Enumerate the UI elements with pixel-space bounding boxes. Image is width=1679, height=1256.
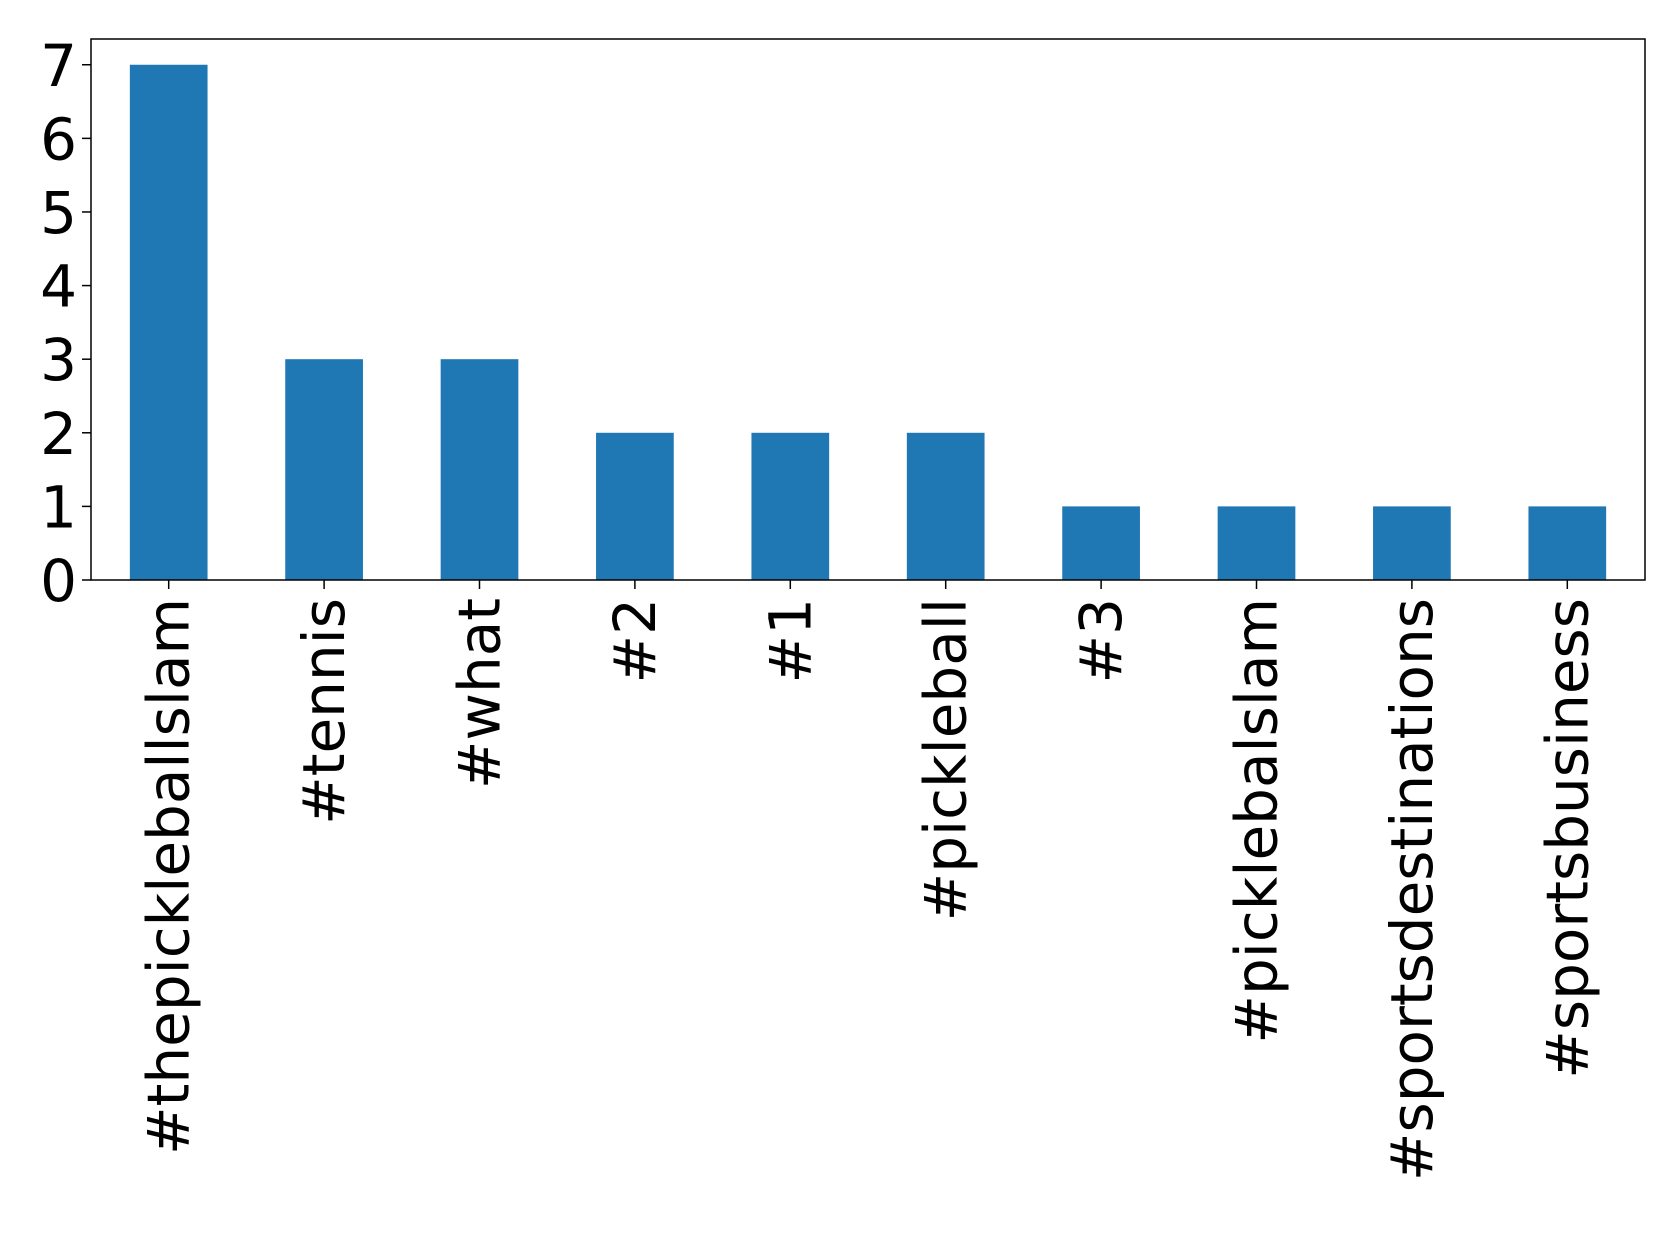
x-tick-label: #what [446, 598, 514, 789]
x-tick-label: #3 [1067, 598, 1135, 684]
x-tick-label: #sportsdestinations [1378, 598, 1446, 1181]
x-tick-label: #thepickleballslam [135, 598, 203, 1155]
bar [440, 359, 519, 580]
plot-frame [90, 38, 1646, 581]
x-tick-label: #picklebalslam [1223, 598, 1291, 1044]
bar [751, 432, 830, 580]
bar [596, 432, 674, 580]
bar [1373, 506, 1451, 580]
y-tick-label: 5 [40, 179, 77, 247]
y-tick-label: 7 [40, 32, 77, 100]
bar [1217, 506, 1296, 580]
bar [906, 432, 985, 580]
y-tick-label: 4 [40, 253, 77, 321]
bars [129, 64, 1607, 580]
x-tick-label: #pickleball [912, 598, 980, 921]
x-tick-label: #1 [756, 598, 824, 684]
y-tick-label: 3 [40, 326, 77, 394]
bar [1062, 506, 1140, 580]
x-tick-label: #sportsbusiness [1533, 598, 1601, 1079]
bar [129, 64, 208, 580]
bar [285, 359, 363, 580]
y-tick-label: 6 [40, 105, 77, 173]
y-tick-label: 2 [40, 400, 77, 468]
y-tick-label: 1 [40, 473, 77, 541]
y-tick-label: 0 [40, 547, 77, 615]
x-tick-label: #tennis [290, 598, 358, 825]
x-axis: #thepickleballslam #tennis #what #2 #1 #pickl… [135, 580, 1601, 1181]
bar [1528, 506, 1607, 580]
x-tick-label: #2 [601, 598, 669, 684]
